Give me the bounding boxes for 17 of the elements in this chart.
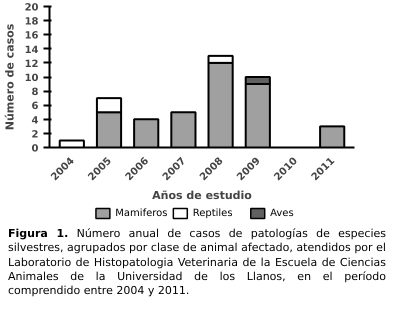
y-tick-label: 16 xyxy=(24,30,39,42)
legend-label: Aves xyxy=(270,208,294,219)
y-tick-label: 8 xyxy=(32,87,39,98)
y-tick-label: 12 xyxy=(24,58,39,70)
legend-label: Mamiferos xyxy=(115,208,168,219)
y-tick-label: 20 xyxy=(24,2,39,14)
y-tick-label: 4 xyxy=(32,115,39,126)
y-axis-title: Número de casos xyxy=(4,23,17,130)
x-axis-title: Años de estudio xyxy=(152,188,252,202)
y-tick-label: 6 xyxy=(32,101,39,112)
y-tick-label: 14 xyxy=(24,44,39,56)
y-tick-label: 2 xyxy=(32,129,39,140)
y-tick-label: 0 xyxy=(32,144,39,154)
legend-label: Reptiles xyxy=(192,208,233,219)
y-tick-label: 18 xyxy=(24,16,39,28)
text: Figura 1. Número anual de casos de patologías de especies silvestres, agrupados por clase de animal afectado, atendidos por el Laboratorio de Histopatologia Veterinaria de la Escuela de Ciencias Animales de la Universidad de los Llanos, en el período comprendido entre 2004 y 2011. xyxy=(8,227,386,298)
y-tick-label: 10 xyxy=(24,73,39,84)
